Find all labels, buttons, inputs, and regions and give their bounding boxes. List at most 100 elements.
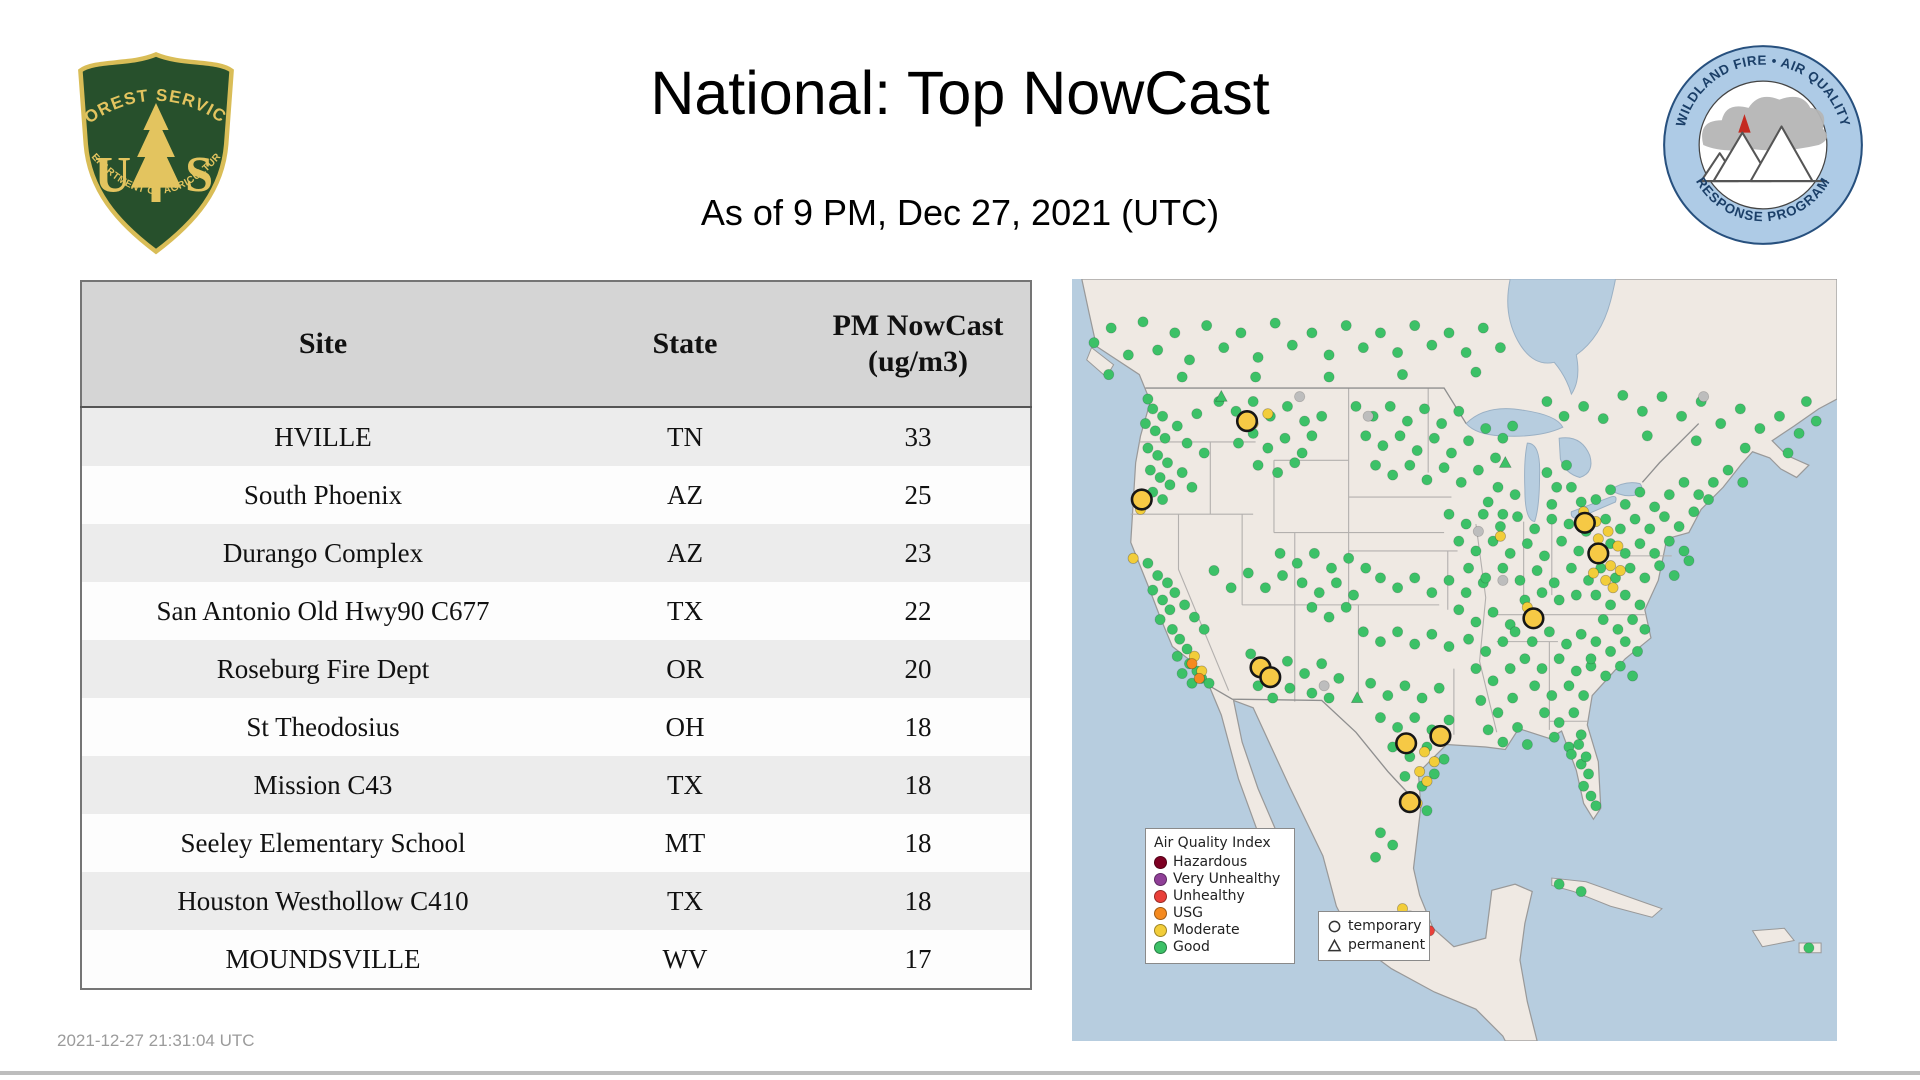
aqi-legend-label: Very Unhealthy (1173, 871, 1281, 887)
station-dot-good (1702, 494, 1714, 506)
station-dot-good (1546, 498, 1558, 510)
station-dot-usg (1193, 672, 1205, 684)
station-dot-good (1374, 827, 1386, 839)
station-dot-good (1147, 403, 1159, 415)
station-dot-good (1384, 400, 1396, 412)
table-cell-site: St Theodosius (246, 711, 400, 742)
station-dot-good (1504, 663, 1516, 675)
station-dot-good (1504, 618, 1516, 630)
station-dot-good (1191, 408, 1203, 420)
station-dot-good (1526, 636, 1538, 648)
station-dot-good (1463, 633, 1475, 645)
aqrp-logo: WILDLAND FIRE • AIR QUALITY RESPONSE PRO… (1660, 42, 1866, 248)
station-dot-good (1416, 692, 1428, 704)
top-site-marker (1522, 607, 1545, 630)
station-dot-good (1631, 645, 1643, 657)
station-dot-good (1472, 464, 1484, 476)
station-dot-good (1636, 405, 1648, 417)
station-dot-inactive (1294, 391, 1306, 403)
station-dot-good (1553, 878, 1565, 890)
station-dot-good (1538, 707, 1550, 719)
station-dot-good (1438, 753, 1450, 765)
table-cell-site: MOUNDSVILLE (225, 943, 421, 974)
top-site-marker (1573, 511, 1596, 534)
station-dot-good (1489, 452, 1502, 464)
aqi-legend-item: Moderate (1154, 922, 1286, 939)
column-header-pm-nowcast: PM NowCast (ug/m3) (806, 281, 1031, 408)
station-dot-good (1470, 366, 1482, 378)
station-dot-good (1394, 430, 1406, 442)
station-dot-good (1546, 690, 1558, 702)
station-dot-good (1428, 432, 1440, 444)
station-dot-good (1289, 457, 1301, 469)
station-dot-good (1147, 584, 1159, 596)
station-dot-good (1551, 481, 1563, 493)
station-dot-good (1497, 432, 1509, 444)
permanent-symbol-icon (1327, 938, 1342, 952)
station-dot-good (1306, 430, 1318, 442)
station-dot-good (1296, 577, 1308, 589)
station-dot-good (1683, 555, 1695, 567)
station-dot-good (1619, 589, 1631, 601)
station-dot-inactive (1318, 680, 1330, 692)
station-dot-good (1235, 327, 1247, 339)
station-dot-good (1161, 577, 1173, 589)
station-dot-good (1782, 447, 1794, 459)
station-dot-moderate (1607, 582, 1619, 594)
station-dot-good (1426, 628, 1438, 640)
station-dot-good (1612, 623, 1624, 635)
station-dot-good (1198, 447, 1210, 459)
table-cell-value: 23 (806, 524, 1031, 582)
station-dot-good (1668, 569, 1680, 581)
station-dot-good (1152, 569, 1164, 581)
station-dot-good (1536, 587, 1548, 599)
station-dot-good (1470, 663, 1482, 675)
station-dot-good (1286, 339, 1298, 351)
station-dot-good (1673, 520, 1685, 532)
station-dot-good (1323, 371, 1335, 383)
station-dot-good (1392, 582, 1404, 594)
station-dot-good (1252, 680, 1264, 692)
station-dot-good (1605, 645, 1617, 657)
station-dot-good (1578, 690, 1590, 702)
station-dot-good (1247, 395, 1259, 408)
station-dot-good (1565, 562, 1577, 574)
station-dot-good (1323, 349, 1335, 361)
table-cell-state: OH (665, 711, 705, 742)
station-dot-good (1166, 623, 1178, 635)
station-dot-inactive (1698, 391, 1710, 403)
station-dot-good (1563, 680, 1575, 692)
station-dot-good (1399, 770, 1411, 782)
station-dot-good (1171, 650, 1183, 662)
table-cell-site: Roseburg Fire Dept (81, 640, 564, 698)
station-dot-good (1267, 692, 1279, 704)
station-dot-good (1619, 636, 1631, 648)
station-dot-moderate (1419, 746, 1431, 758)
station-dot-good (1521, 739, 1533, 751)
station-dot-good (1649, 501, 1661, 513)
station-dot-good (1186, 677, 1198, 689)
station-dot-moderate (1127, 552, 1139, 564)
station-dot-good (1436, 418, 1448, 430)
legend-label-permanent: permanent (1348, 937, 1426, 953)
usfs-monogram-u: U (95, 146, 131, 202)
aqi-color-dot (1154, 907, 1167, 920)
station-dot-good (1590, 636, 1602, 648)
station-dot-good (1583, 768, 1595, 780)
station-dot-good (1497, 636, 1509, 648)
station-dot-good (1164, 604, 1176, 616)
station-dot-good (1563, 518, 1575, 530)
station-dot-moderate (1414, 765, 1426, 777)
station-dot-good (1340, 320, 1352, 332)
table-cell-value: 33 (806, 407, 1031, 466)
top-site-marker (1259, 666, 1282, 689)
station-dot-good (1159, 432, 1171, 444)
station-dot-moderate (1602, 525, 1614, 537)
state-borders (1130, 388, 1672, 735)
station-dot-good (1387, 839, 1399, 851)
top-site-marker (1395, 732, 1418, 755)
station-dot-good (1575, 729, 1587, 741)
station-dot-good (1306, 601, 1318, 613)
station-dot-good (1313, 587, 1325, 599)
table-cell-value: 22 (904, 595, 932, 626)
